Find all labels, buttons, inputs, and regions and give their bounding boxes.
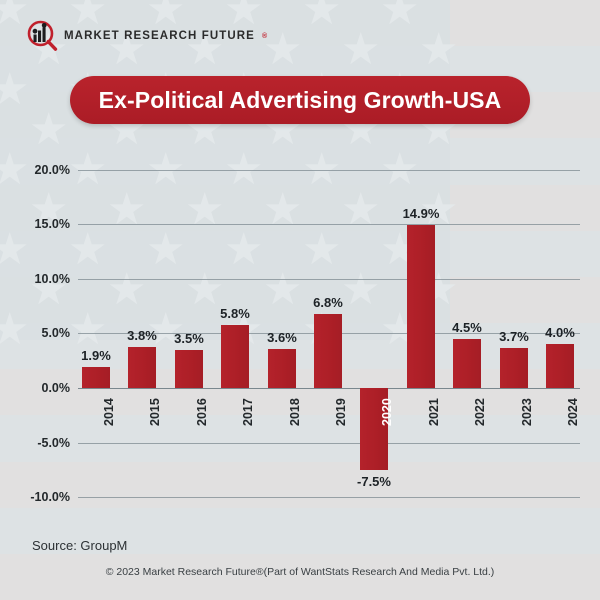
- magnifier-bar-chart-logo-icon: [27, 20, 58, 51]
- x-axis-label-2021: 2021: [427, 398, 441, 426]
- source-label: Source: GroupM: [32, 538, 128, 553]
- bar-value-label-2022: 4.5%: [452, 320, 482, 335]
- bar-value-label-2020: -7.5%: [357, 474, 391, 489]
- gridline: [78, 443, 580, 444]
- bar-2016[interactable]: [175, 350, 203, 388]
- gridline: [78, 170, 580, 171]
- bar-value-label-2018: 3.6%: [267, 330, 297, 345]
- bar-value-label-2016: 3.5%: [174, 331, 204, 346]
- bar-2021[interactable]: [407, 225, 435, 388]
- y-axis-tick-label: 20.0%: [34, 163, 70, 177]
- bar-value-label-2019: 6.8%: [313, 295, 343, 310]
- page-title: Ex-Political Advertising Growth-USA: [98, 86, 502, 113]
- copyright-label: © 2023 Market Research Future®(Part of W…: [105, 566, 495, 578]
- gridline: [78, 497, 580, 498]
- x-axis-label-2016: 2016: [195, 398, 209, 426]
- axis-zero-line: [78, 388, 580, 389]
- bar-2017[interactable]: [221, 325, 249, 388]
- y-axis-tick-label: 10.0%: [34, 272, 70, 286]
- header: MARKET RESEARCH FUTURE ®: [0, 0, 600, 70]
- x-axis-label-2024: 2024: [566, 398, 580, 426]
- bar-value-label-2021: 14.9%: [402, 206, 440, 221]
- x-axis-label-2022: 2022: [473, 398, 487, 426]
- bar-value-label-2014: 1.9%: [81, 348, 111, 363]
- bar-2018[interactable]: [268, 349, 296, 388]
- bar-2023[interactable]: [500, 348, 528, 388]
- brand-logo[interactable]: MARKET RESEARCH FUTURE ®: [26, 20, 267, 52]
- bar-value-label-2017: 5.8%: [220, 306, 250, 321]
- x-axis-label-2020: 2020: [380, 398, 394, 426]
- y-axis-tick-label: -10.0%: [30, 490, 70, 504]
- y-axis-tick-label: 5.0%: [41, 326, 71, 340]
- bar-value-label-2023: 3.7%: [499, 329, 529, 344]
- y-axis-tick-label: -5.0%: [37, 436, 70, 450]
- bar-2022[interactable]: [453, 339, 481, 388]
- bar-2014[interactable]: [82, 367, 110, 388]
- bar-2024[interactable]: [546, 344, 574, 388]
- y-axis-tick-label: 15.0%: [34, 217, 70, 231]
- x-axis-label-2018: 2018: [288, 398, 302, 426]
- bar-2020[interactable]: [360, 388, 388, 470]
- x-axis-label-2014: 2014: [102, 398, 116, 426]
- gridline: [78, 224, 580, 225]
- y-axis-tick-label: 0.0%: [41, 381, 71, 395]
- title-banner: Ex-Political Advertising Growth-USA: [70, 76, 530, 124]
- registered-mark-icon: ®: [261, 32, 268, 40]
- brand-logo-text: MARKET RESEARCH FUTURE: [64, 30, 255, 42]
- bar-value-label-2015: 3.8%: [127, 328, 157, 343]
- x-axis-label-2017: 2017: [241, 398, 255, 426]
- x-axis-label-2015: 2015: [148, 398, 162, 426]
- gridline: [78, 279, 580, 280]
- bar-2019[interactable]: [314, 314, 342, 388]
- x-axis-label-2019: 2019: [334, 398, 348, 426]
- x-axis-label-2023: 2023: [520, 398, 534, 426]
- bar-value-label-2024: 4.0%: [545, 325, 575, 340]
- bar-2015[interactable]: [128, 347, 156, 388]
